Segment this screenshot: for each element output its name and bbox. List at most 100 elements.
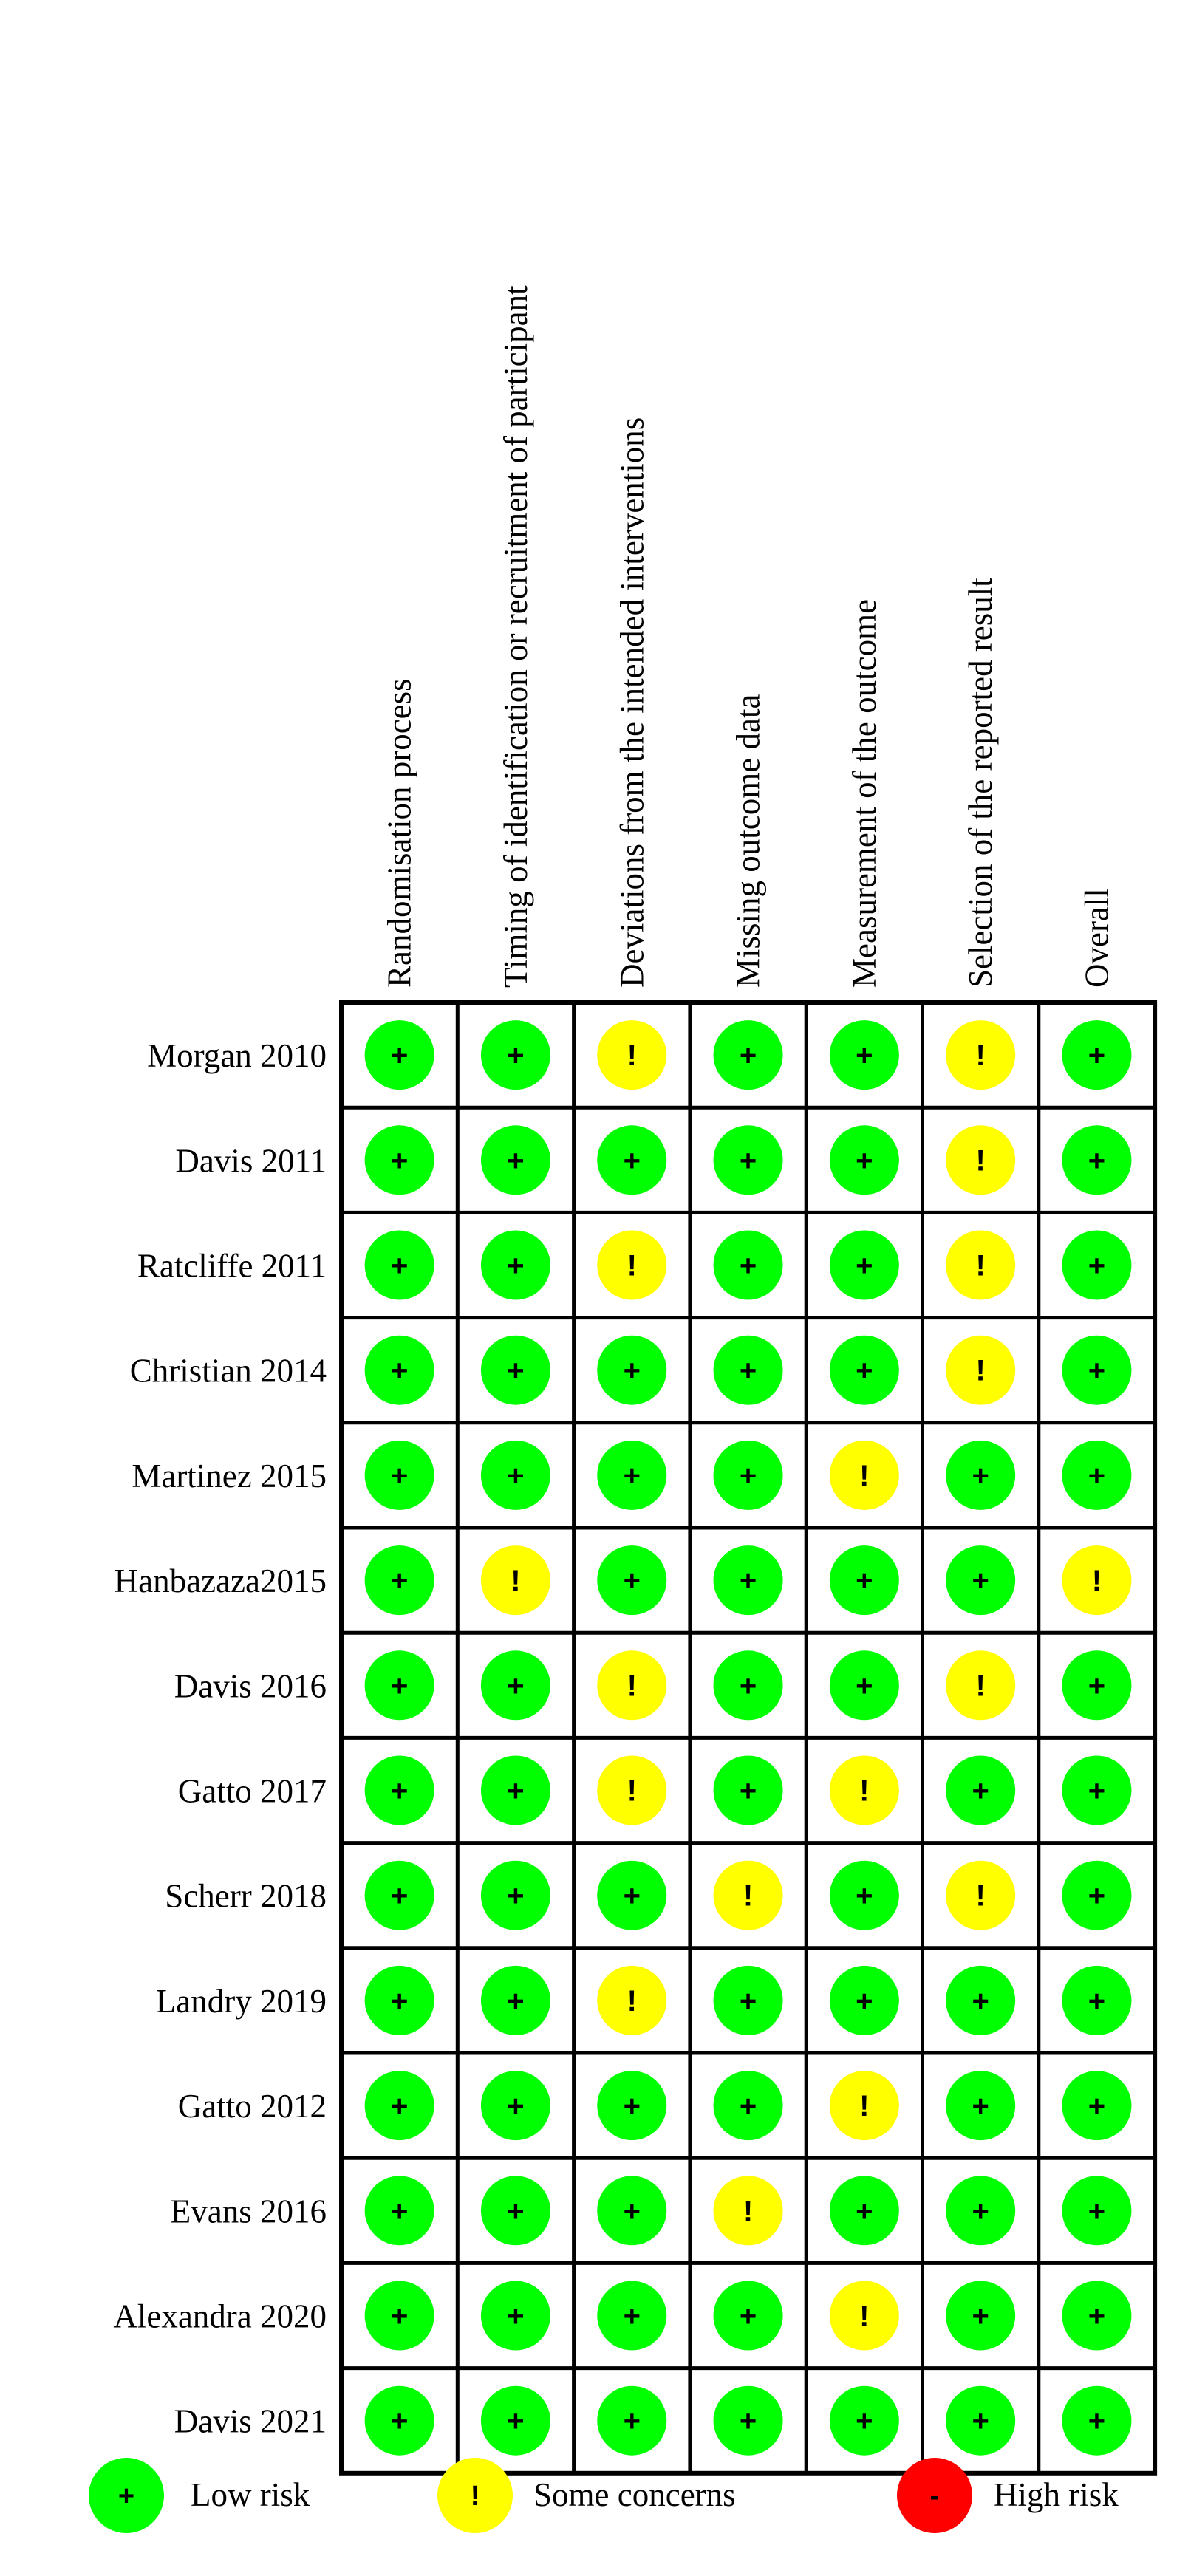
rating-circle [1062, 2176, 1132, 2246]
rating-circle [364, 1650, 434, 1721]
rating-symbol: + [1088, 1985, 1105, 2018]
rating-circle [1062, 1230, 1132, 1300]
rating-circle [480, 1650, 550, 1721]
rating-symbol: + [391, 1775, 408, 1808]
rating-circle [946, 1020, 1016, 1090]
rating-circle [713, 1020, 783, 1090]
rating-cell-low: + [1062, 1755, 1132, 1825]
rating-symbol: + [391, 1670, 408, 1702]
rating-symbol: + [1088, 1460, 1105, 1492]
rating-circle [1062, 1545, 1132, 1616]
rating-circle [480, 1545, 550, 1616]
rating-circle [713, 2281, 783, 2351]
rating-symbol: + [624, 2405, 641, 2438]
rating-symbol: ! [859, 2090, 869, 2122]
legend-swatch [897, 2458, 972, 2533]
rating-cell-low: + [480, 1755, 550, 1825]
rating-symbol: + [624, 1355, 641, 1387]
rating-cell-low: + [597, 1335, 667, 1405]
row-label: Scherr 2018 [165, 1878, 327, 1915]
rating-cell-low: + [597, 1860, 667, 1930]
rating-symbol: ! [859, 1460, 869, 1492]
rating-circle [480, 1440, 550, 1510]
rating-cell-low: + [480, 2281, 550, 2351]
rating-cell-low: + [713, 1230, 783, 1300]
rating-circle [1062, 1755, 1132, 1825]
rating-cell-some: ! [597, 1230, 667, 1300]
rating-symbol: + [624, 1565, 641, 1597]
rating-cell-low: + [480, 1650, 550, 1721]
rating-cell-low: + [1062, 1650, 1132, 1721]
rating-cell-some: ! [946, 1230, 1016, 1300]
column-header: Timing of identification or recruitment … [497, 285, 534, 988]
rating-circle [713, 2385, 783, 2456]
rating-symbol: + [972, 1775, 989, 1808]
rating-circle [597, 1545, 667, 1616]
rating-circle [597, 1335, 667, 1405]
rating-circle [597, 1860, 667, 1930]
rating-cell-low: + [480, 1125, 550, 1195]
rating-cell-low: + [1062, 2385, 1132, 2456]
rating-circle [597, 1755, 667, 1825]
rating-circle [829, 1650, 899, 1721]
rating-symbol: + [1088, 1670, 1105, 1702]
rating-circle [946, 1755, 1016, 1825]
rating-symbol: + [972, 1460, 989, 1492]
rating-symbol: + [507, 2195, 524, 2227]
rating-symbol: + [972, 2300, 989, 2333]
rating-circle [946, 1860, 1016, 1930]
rating-cell-low: + [946, 2281, 1016, 2351]
rating-cell-low: + [829, 1335, 899, 1405]
row-label: Hanbazaza2015 [115, 1562, 327, 1599]
rating-cell-low: + [1062, 1335, 1132, 1405]
rating-circle [829, 1860, 899, 1930]
rating-symbol: + [391, 1880, 408, 1913]
rating-cell-some: ! [597, 1650, 667, 1721]
rating-symbol: + [972, 2195, 989, 2227]
rating-symbol: + [391, 1985, 408, 2018]
rating-cell-low: + [829, 2385, 899, 2456]
rating-symbol: + [1088, 1355, 1105, 1387]
rating-cell-low: + [597, 1440, 667, 1510]
rating-symbol: + [856, 1880, 873, 1913]
rating-circle [946, 1125, 1016, 1195]
rating-circle [364, 1860, 434, 1930]
rating-circle [480, 2176, 550, 2246]
rating-cell-low: + [829, 1650, 899, 1721]
rating-circle [713, 2176, 783, 2246]
rating-circle [946, 2176, 1016, 2246]
row-label: Gatto 2017 [178, 1773, 327, 1810]
rating-circle [480, 1230, 550, 1300]
rating-circle [946, 1230, 1016, 1300]
rating-symbol: + [507, 1985, 524, 2018]
rating-symbol: + [391, 2195, 408, 2227]
rating-cell-some: ! [946, 1335, 1016, 1405]
rating-circle [946, 1650, 1016, 1721]
rating-symbol: ! [627, 1250, 637, 1282]
row-label: Alexandra 2020 [113, 2298, 327, 2335]
rating-symbol: + [624, 2090, 641, 2122]
rating-symbol: + [972, 1985, 989, 2018]
rating-circle [480, 1125, 550, 1195]
rating-circle [364, 2385, 434, 2456]
rating-circle [364, 1230, 434, 1300]
rating-symbol: + [856, 1985, 873, 2018]
rating-cell-some: ! [829, 2281, 899, 2351]
rating-symbol: + [856, 2405, 873, 2438]
rating-circle [364, 1440, 434, 1510]
rating-symbol: + [391, 2405, 408, 2438]
rating-symbol: ! [511, 1565, 520, 1597]
rating-cell-some: ! [1062, 1545, 1132, 1616]
rating-circle [829, 1440, 899, 1510]
rating-cell-low: + [946, 1440, 1016, 1510]
column-headers: Randomisation process Timing of identific… [381, 285, 1116, 988]
rating-circle [829, 2281, 899, 2351]
row-label: Davis 2016 [174, 1667, 327, 1704]
rating-cell-low: + [597, 2176, 667, 2246]
rating-circle [364, 1020, 434, 1090]
rating-symbol: + [972, 1565, 989, 1597]
rating-circle [946, 2385, 1016, 2456]
rating-cell-low: + [364, 1125, 434, 1195]
rating-cell-low: + [829, 1860, 899, 1930]
rating-cell-low: + [1062, 2071, 1132, 2141]
